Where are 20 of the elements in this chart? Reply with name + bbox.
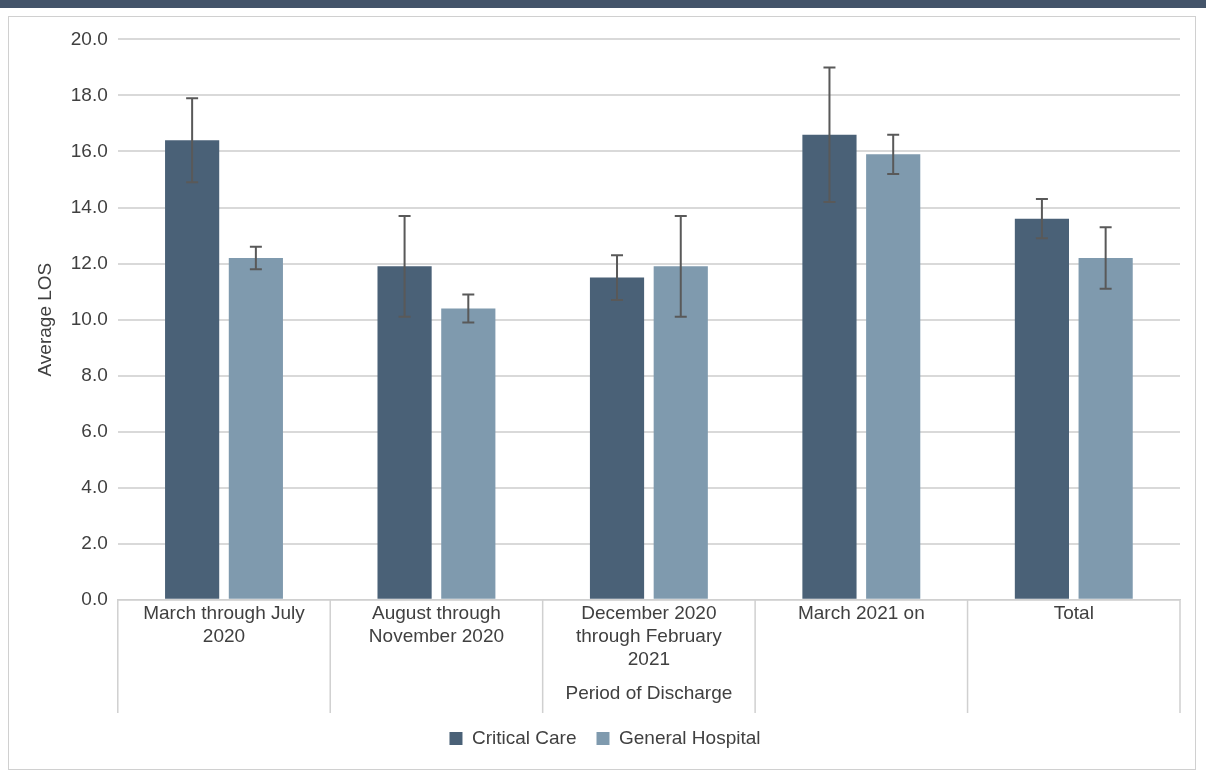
y-tick-label: 20.0 xyxy=(70,27,108,49)
x-tick-label: August through November 2020 xyxy=(368,602,505,647)
legend-label: General Hospital xyxy=(619,726,761,748)
y-tick-label: 6.0 xyxy=(81,419,108,441)
y-tick-label: 12.0 xyxy=(70,251,108,273)
x-tick-label: March through July 2020 xyxy=(143,602,306,647)
y-tick-label: 18.0 xyxy=(70,83,108,105)
y-tick-label: 0.0 xyxy=(81,588,108,610)
legend-label: Critical Care xyxy=(471,726,577,748)
y-tick-label: 8.0 xyxy=(81,363,108,385)
y-tick-label: 4.0 xyxy=(81,475,108,497)
y-tick-label: 10.0 xyxy=(70,307,108,329)
x-axis-title: Period of Discharge xyxy=(565,681,733,703)
y-axis-title: Average LOS xyxy=(33,262,55,377)
y-tick-label: 16.0 xyxy=(70,139,108,161)
x-tick-label: Total xyxy=(1053,602,1094,624)
x-tick-label: December 2020 through February 2021 xyxy=(576,602,723,670)
y-tick-label: 2.0 xyxy=(81,531,108,553)
x-tick-label: March 2021 on xyxy=(797,602,925,624)
y-tick-label: 14.0 xyxy=(70,195,108,217)
